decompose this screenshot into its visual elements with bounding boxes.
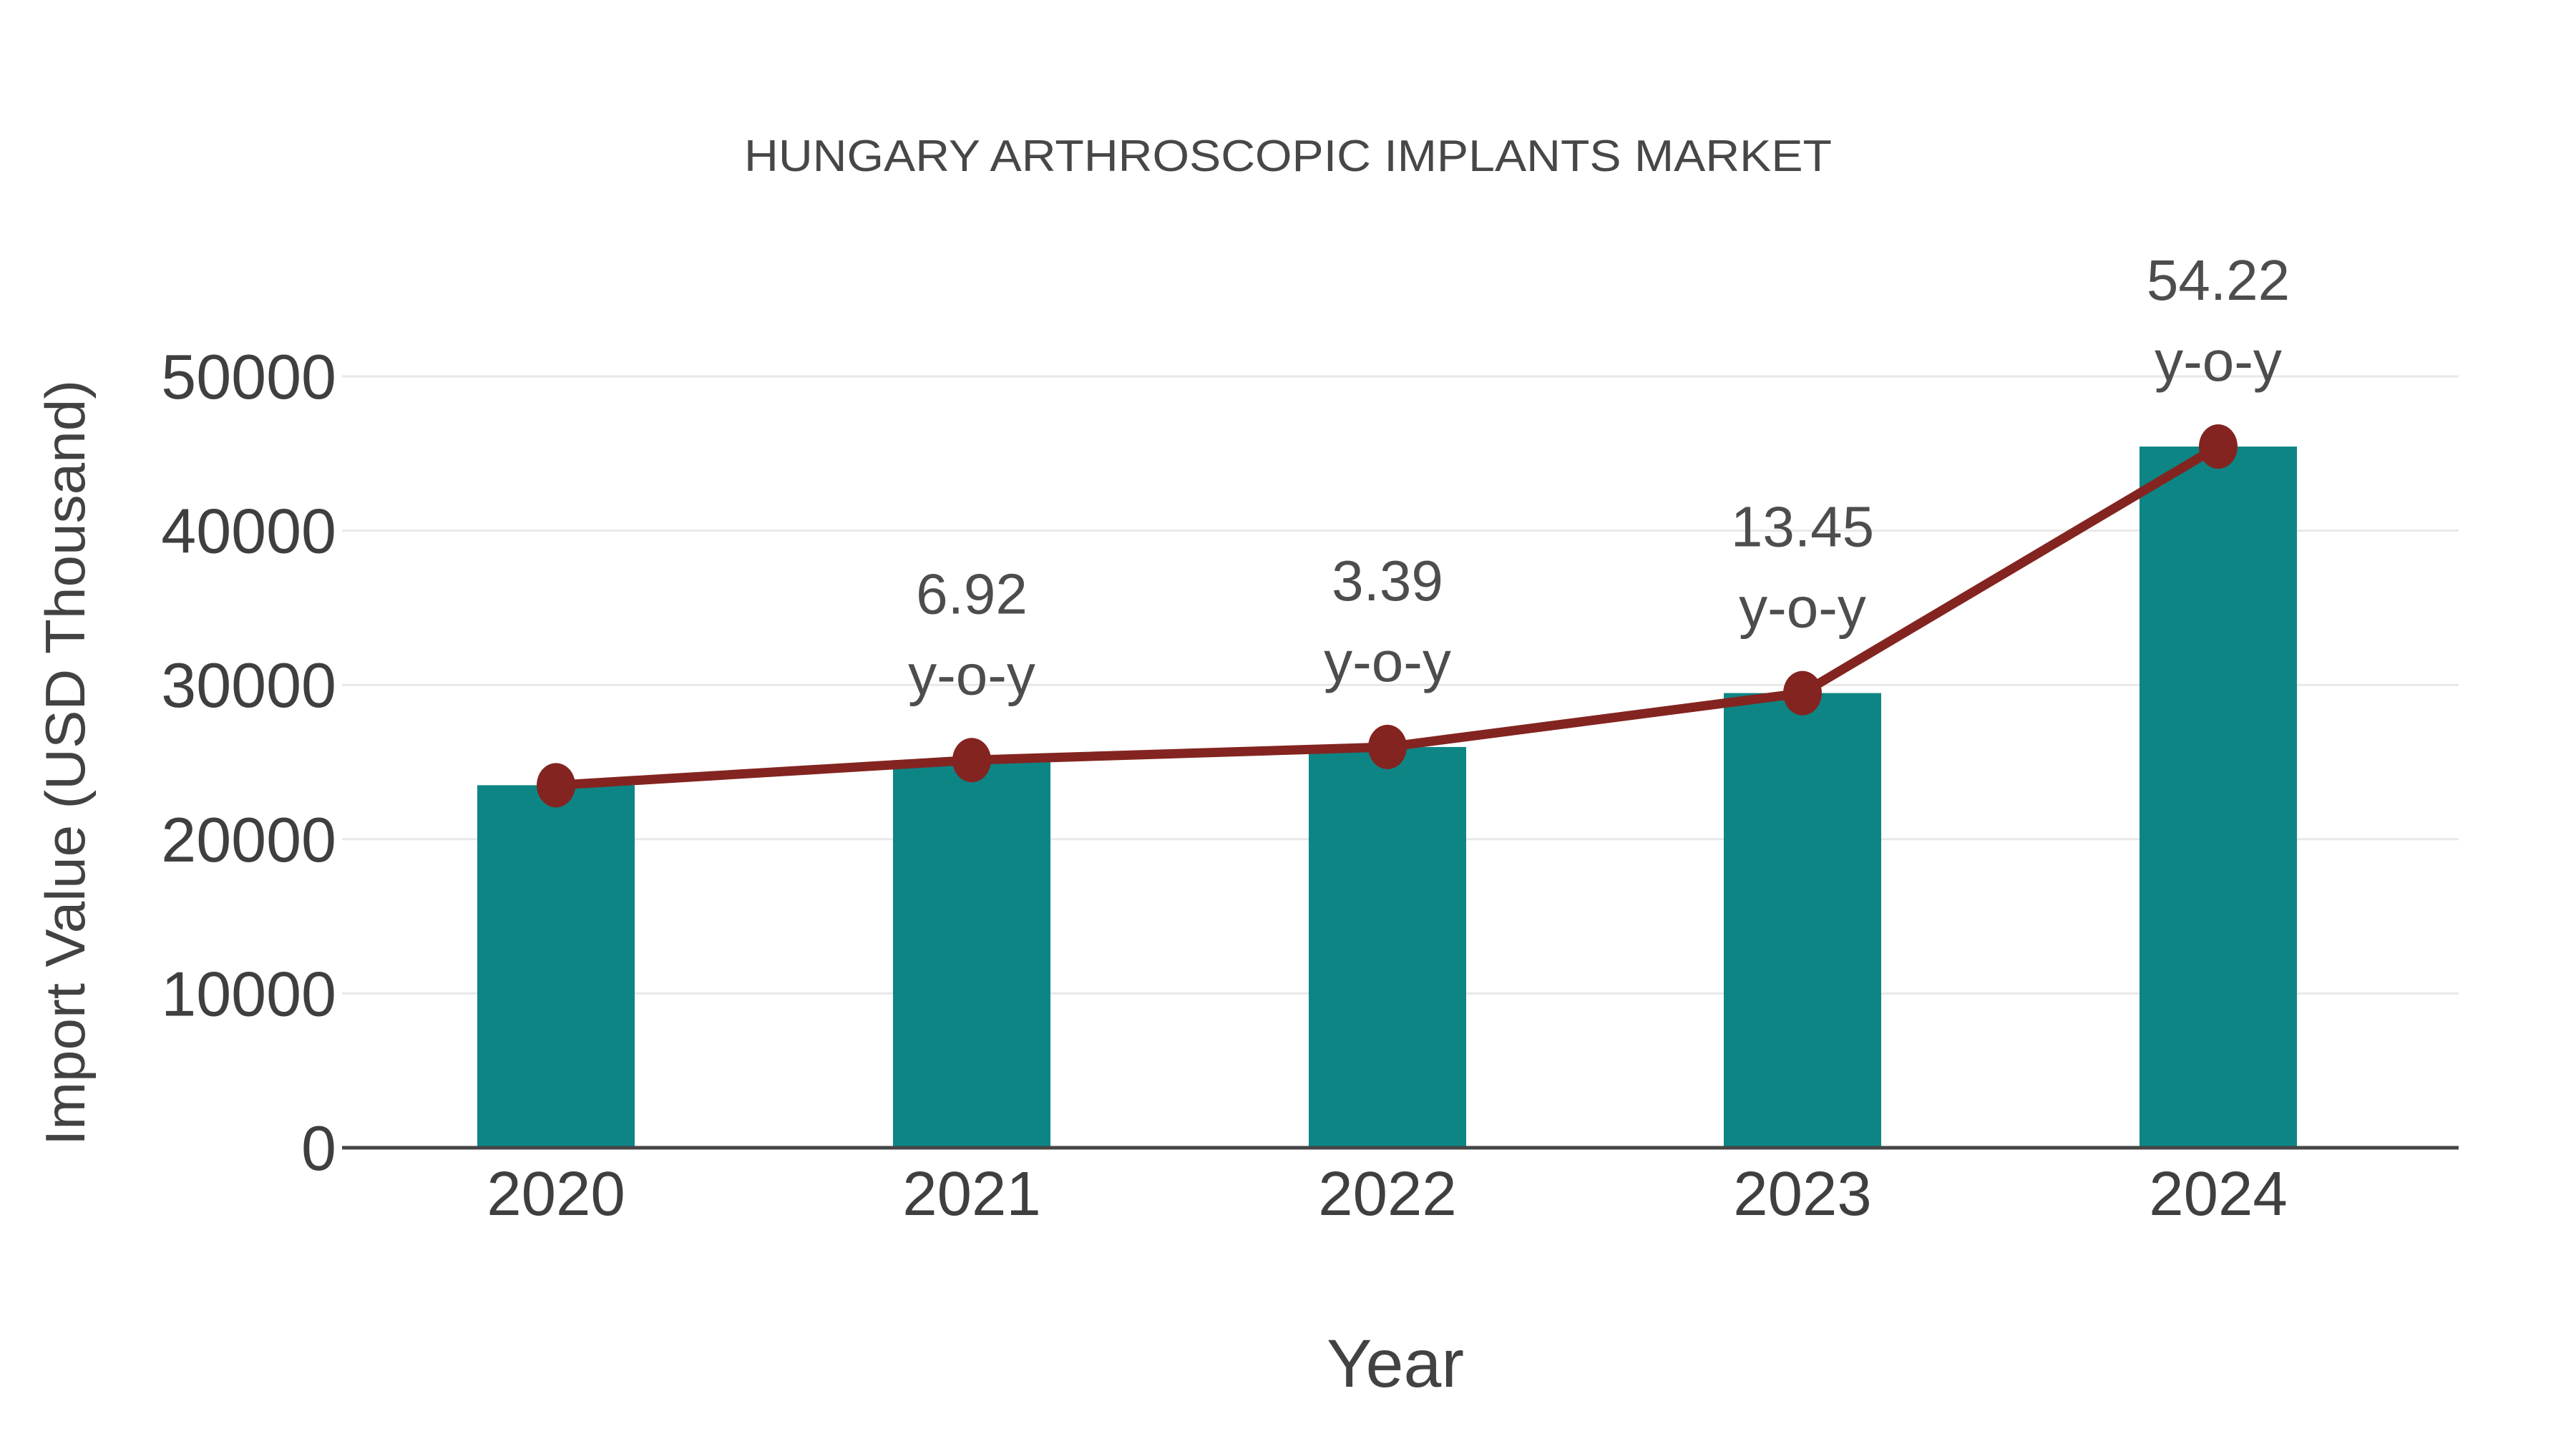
annotation-value-2022: 3.39: [1332, 549, 1443, 613]
annotation-value-2024: 54.22: [2147, 248, 2290, 312]
y-tick-label-40000: 40000: [161, 496, 336, 567]
annotation-value-2021: 6.92: [916, 562, 1028, 625]
annotation-suffix-2022: y-o-y: [1324, 630, 1451, 693]
annotation-suffix-2021: y-o-y: [908, 643, 1035, 706]
y-tick-label-30000: 30000: [161, 650, 336, 721]
y-tick-label-0: 0: [301, 1113, 336, 1184]
x-tick-label-2023: 2023: [1733, 1159, 1872, 1229]
x-tick-label-2024: 2024: [2149, 1159, 2288, 1229]
marker-2024: [2199, 424, 2238, 469]
bar-2021: [893, 760, 1050, 1148]
gridlines: [342, 375, 2459, 995]
marker-2021: [952, 738, 991, 783]
y-tick-label-20000: 20000: [161, 804, 336, 875]
bar-2023: [1724, 693, 1881, 1148]
annotation-suffix-2023: y-o-y: [1739, 576, 1866, 640]
marker-2020: [537, 763, 575, 808]
x-tick-labels: 2020 2021 2022 2023 2024: [487, 1159, 2288, 1229]
bar-series: [477, 447, 2297, 1148]
bar-2020: [477, 785, 635, 1148]
x-tick-label-2022: 2022: [1318, 1159, 1457, 1229]
y-axis-title: Import Value (USD Thousand): [34, 380, 97, 1146]
line-series: [537, 424, 2238, 808]
x-tick-label-2021: 2021: [902, 1159, 1041, 1229]
y-tick-label-50000: 50000: [161, 341, 336, 412]
x-axis-title: Year: [1327, 1326, 1464, 1402]
annotation-suffix-2024: y-o-y: [2155, 329, 2282, 393]
yoy-annotations: 6.92 y-o-y 3.39 y-o-y 13.45 y-o-y 54.22 y-o-y: [908, 248, 2290, 706]
chart-title: HUNGARY ARTHROSCOPIC IMPLANTS MARKET: [744, 132, 1832, 181]
bar-2024: [2140, 447, 2297, 1148]
marker-2022: [1368, 724, 1407, 769]
y-tick-labels: 0 10000 20000 30000 40000 50000: [161, 341, 336, 1184]
annotation-value-2023: 13.45: [1731, 495, 1874, 559]
x-tick-label-2020: 2020: [487, 1159, 625, 1229]
y-tick-label-10000: 10000: [161, 958, 336, 1029]
marker-2023: [1783, 670, 1822, 716]
bar-2022: [1309, 746, 1466, 1148]
